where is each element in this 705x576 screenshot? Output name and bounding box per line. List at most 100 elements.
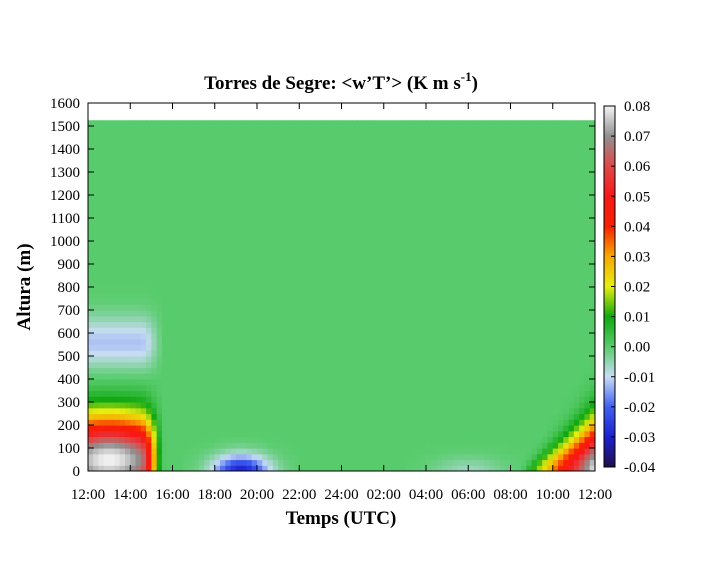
heatmap-cell	[468, 333, 475, 340]
heatmap-cell	[98, 459, 105, 466]
heatmap-cell	[241, 126, 248, 133]
heatmap-cell	[146, 195, 152, 202]
heatmap-cell	[352, 287, 358, 294]
heatmap-cell	[484, 206, 490, 213]
heatmap-cell	[225, 304, 232, 311]
heatmap-cell	[352, 402, 358, 409]
heatmap-cell	[246, 218, 253, 225]
heatmap-cell	[410, 367, 417, 374]
heatmap-cell	[193, 258, 200, 265]
heatmap-cell	[278, 356, 285, 363]
heatmap-cell	[214, 229, 221, 236]
heatmap-cell	[146, 281, 152, 288]
heatmap-cell	[167, 361, 174, 369]
heatmap-cell	[415, 172, 422, 179]
heatmap-cell	[214, 252, 221, 259]
heatmap-cell	[330, 298, 337, 305]
heatmap-cell	[426, 206, 432, 213]
heatmap-cell	[389, 281, 395, 288]
heatmap-cell	[309, 356, 316, 363]
heatmap-cell	[246, 223, 253, 231]
heatmap-cell	[304, 430, 311, 438]
heatmap-cell	[251, 275, 258, 282]
heatmap-cell	[88, 321, 94, 328]
heatmap-cell	[214, 350, 221, 357]
heatmap-cell	[103, 241, 110, 248]
heatmap-cell	[93, 407, 100, 415]
heatmap-cell	[436, 459, 443, 466]
heatmap-cell	[135, 120, 142, 127]
heatmap-cell	[124, 425, 131, 432]
heatmap-cell	[188, 292, 195, 300]
heatmap-cell	[130, 448, 137, 455]
heatmap-cell	[130, 315, 137, 323]
heatmap-cell	[267, 195, 274, 202]
heatmap-cell	[357, 126, 364, 133]
heatmap-cell	[426, 379, 432, 386]
heatmap-cell	[230, 465, 237, 471]
heatmap-cell	[447, 379, 454, 386]
heatmap-cell	[188, 350, 195, 357]
heatmap-cell	[431, 436, 438, 443]
heatmap-cell	[230, 453, 237, 461]
heatmap-cell	[251, 223, 258, 231]
heatmap-cell	[452, 206, 459, 213]
heatmap-cell	[304, 419, 311, 426]
heatmap-cell	[394, 241, 401, 248]
heatmap-cell	[505, 206, 512, 213]
heatmap-cell	[130, 126, 137, 133]
heatmap-cell	[119, 407, 126, 415]
heatmap-cell	[167, 453, 174, 461]
heatmap-cell	[140, 419, 147, 426]
heatmap-cell	[146, 448, 152, 455]
heatmap-cell	[246, 338, 253, 346]
heatmap-cell	[304, 402, 311, 409]
heatmap-cell	[114, 195, 121, 202]
heatmap-cell	[399, 356, 406, 363]
heatmap-cell	[267, 149, 274, 156]
heatmap-cell	[394, 149, 401, 156]
heatmap-cell	[177, 183, 184, 190]
heatmap-cell	[246, 315, 253, 323]
heatmap-cell	[378, 292, 385, 300]
heatmap-cell	[410, 172, 417, 179]
heatmap-cell	[346, 436, 353, 443]
heatmap-cell	[468, 396, 475, 403]
heatmap-cell	[146, 402, 152, 409]
heatmap-cell	[309, 235, 316, 242]
heatmap-cell	[272, 384, 279, 392]
heatmap-cell	[399, 252, 406, 259]
heatmap-cell	[330, 304, 337, 311]
heatmap-cell	[436, 315, 443, 323]
heatmap-cell	[257, 321, 263, 328]
heatmap-cell	[209, 442, 216, 449]
heatmap-cell	[383, 264, 390, 271]
heatmap-cell	[130, 264, 137, 271]
heatmap-cell	[293, 189, 300, 196]
heatmap-cell	[262, 436, 269, 443]
heatmap-cell	[362, 195, 369, 202]
heatmap-cell	[367, 154, 374, 162]
heatmap-cell	[352, 407, 358, 415]
heatmap-cell	[362, 298, 369, 305]
heatmap-cell	[188, 459, 195, 466]
heatmap-cell	[367, 459, 374, 466]
heatmap-cell	[426, 396, 432, 403]
heatmap-cell	[119, 195, 126, 202]
heatmap-cell	[193, 177, 200, 185]
heatmap-cell	[161, 229, 168, 236]
heatmap-cell	[283, 448, 290, 455]
heatmap-cell	[352, 425, 358, 432]
heatmap-cell	[362, 229, 369, 236]
heatmap-cell	[272, 287, 279, 294]
heatmap-cell	[161, 407, 168, 415]
heatmap-cell	[420, 402, 427, 409]
heatmap-cell	[304, 229, 311, 236]
heatmap-cell	[452, 292, 459, 300]
heatmap-cell	[241, 402, 248, 409]
heatmap-cell	[257, 315, 263, 323]
heatmap-cell	[473, 465, 480, 471]
heatmap-cell	[93, 333, 100, 340]
heatmap-cell	[230, 154, 237, 162]
heatmap-cell	[193, 292, 200, 300]
